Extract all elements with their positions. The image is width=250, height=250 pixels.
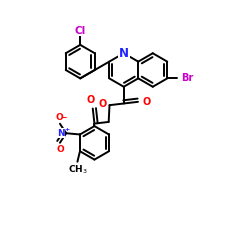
Text: Cl: Cl <box>74 26 86 36</box>
Text: N: N <box>57 129 65 138</box>
Text: CH$_3$: CH$_3$ <box>68 164 87 176</box>
Text: O: O <box>56 145 64 154</box>
Text: O: O <box>98 99 106 109</box>
Text: −: − <box>60 113 66 122</box>
Text: O: O <box>86 95 94 105</box>
Text: +: + <box>64 128 70 132</box>
Text: O: O <box>142 97 151 107</box>
Text: N: N <box>119 47 129 60</box>
Text: Br: Br <box>181 74 194 84</box>
Text: O: O <box>56 113 63 122</box>
